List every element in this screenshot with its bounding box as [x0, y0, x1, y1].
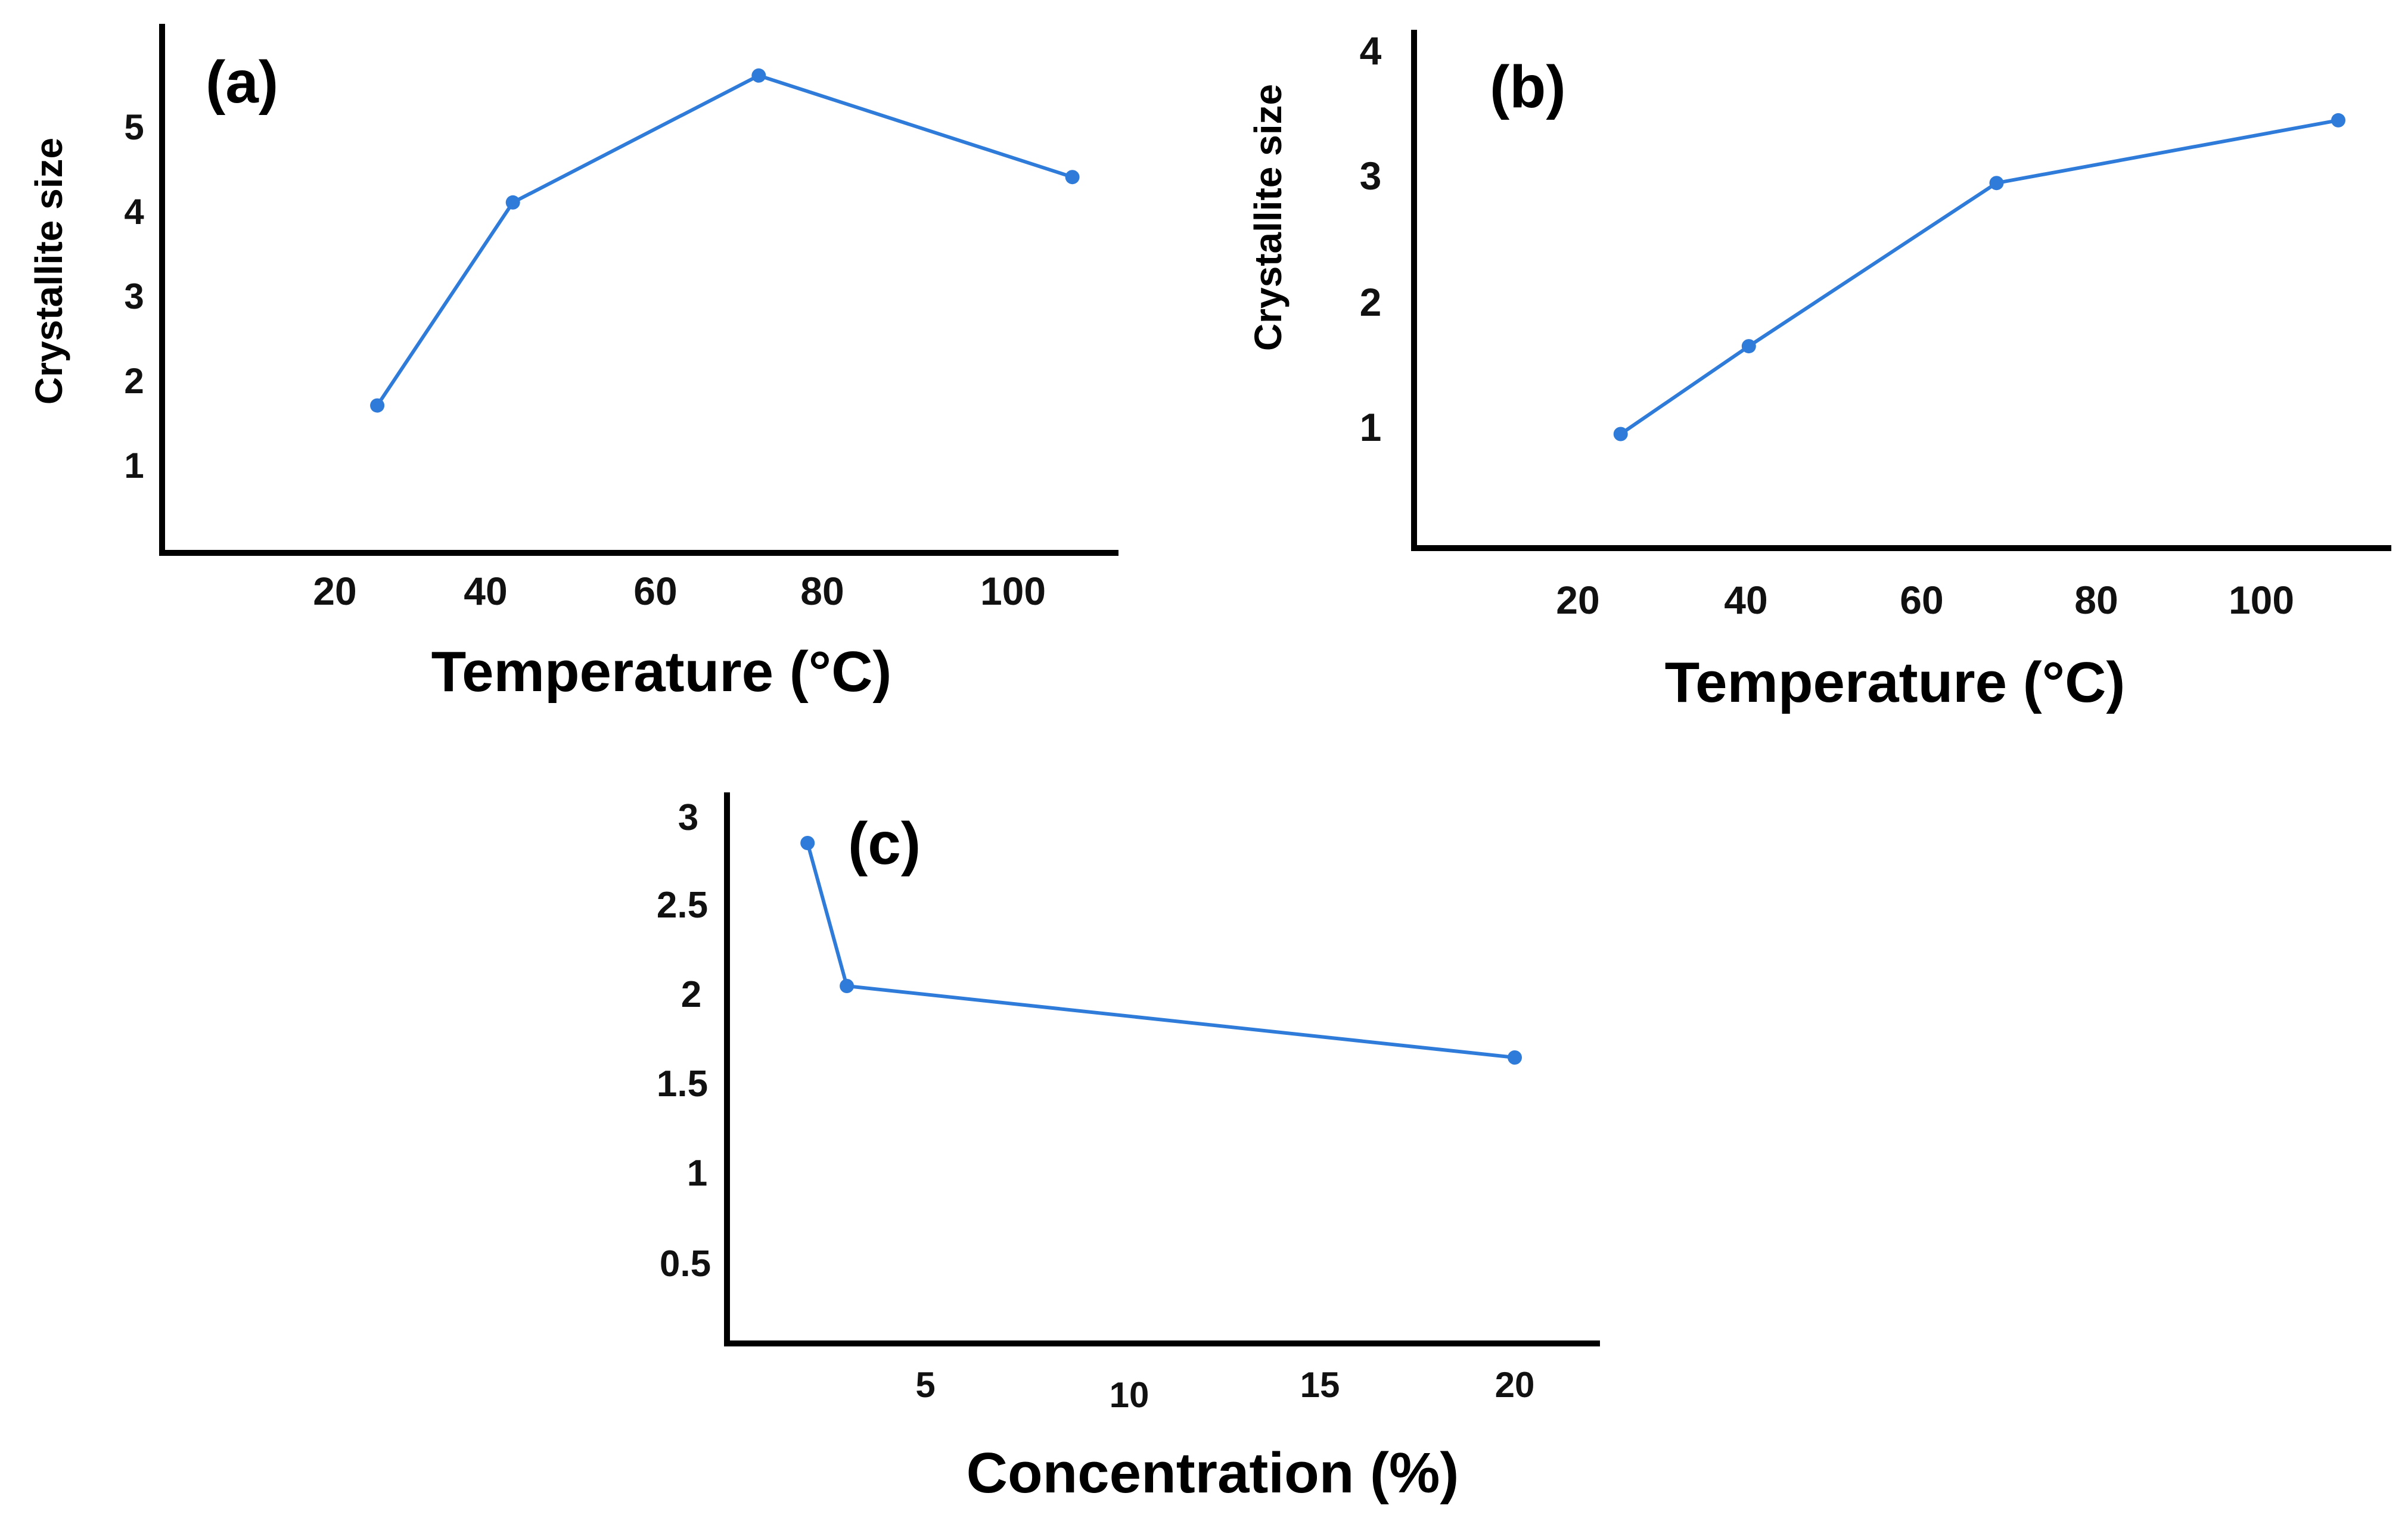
- chart-b-y-axis-label: Crystallite size: [1247, 84, 1290, 351]
- chart-c-data-point: [1508, 1050, 1522, 1065]
- chart-b-y-tick: 4: [1360, 29, 1382, 73]
- chart-c-x-tick: 20: [1495, 1365, 1535, 1405]
- chart-a-x-axis-label: Temperature (°C): [431, 640, 892, 704]
- chart-c-y-tick: 3: [678, 797, 698, 838]
- chart-b-x-tick: 20: [1556, 578, 1599, 622]
- chart-b-data-point: [1989, 176, 2004, 191]
- chart-b-y-tick: 3: [1360, 154, 1382, 198]
- chart-c-y-tick: 0.5: [660, 1243, 711, 1284]
- chart-c-x-tick: 10: [1110, 1375, 1149, 1415]
- chart-b-x-tick: 100: [2229, 578, 2294, 622]
- chart-a-y-tick: 4: [124, 192, 144, 232]
- chart-b-panel-label: (b): [1490, 54, 1566, 120]
- chart-b-data-point: [1741, 339, 1756, 354]
- chart-b-x-tick: 60: [1900, 578, 1943, 622]
- chart-c-y-tick: 2: [681, 974, 701, 1015]
- chart-c-data-point: [840, 979, 855, 993]
- chart-b-series-line: [1620, 118, 2339, 436]
- chart-c-panel-label: (c): [848, 810, 921, 877]
- chart-b-y-tick: 1: [1360, 405, 1382, 449]
- chart-a-panel-label: (a): [206, 49, 278, 116]
- chart-c-y-tick: 1: [687, 1153, 707, 1194]
- chart-b-x-axis-label: Temperature (°C): [1665, 651, 2126, 714]
- chart-a-data-point: [751, 68, 766, 83]
- chart-a-data-point: [505, 195, 520, 210]
- chart-a-y-tick: 5: [124, 107, 144, 147]
- chart-a-x-tick: 80: [800, 569, 844, 613]
- chart-a-y-axis-label: Crystallite size: [27, 138, 70, 405]
- chart-a-data-point: [370, 398, 385, 413]
- chart-b-points: [1613, 113, 2345, 441]
- chart-a: (a) Crystallite size Temperature (°C) 20…: [27, 24, 1118, 704]
- chart-a-x-tick: 40: [464, 569, 507, 613]
- chart-b-x-tick: 80: [2074, 578, 2118, 622]
- chart-c-y-tick: 2.5: [657, 885, 708, 926]
- chart-c-x-axis-label: Concentration (%): [967, 1441, 1459, 1505]
- chart-a-points: [370, 68, 1080, 413]
- chart-a-data-point: [1065, 170, 1080, 185]
- chart-c-points: [800, 836, 1522, 1065]
- chart-b-data-point: [2331, 113, 2345, 127]
- chart-a-x-tick: 20: [313, 569, 356, 613]
- chart-b-data-point: [1613, 427, 1628, 441]
- chart-c-y-tick: 1.5: [657, 1063, 708, 1105]
- chart-b-axes: [1411, 30, 2391, 551]
- chart-a-x-tick: 60: [633, 569, 677, 613]
- chart-b-y-tick: 2: [1360, 280, 1382, 324]
- chart-c-x-tick: 15: [1300, 1365, 1340, 1405]
- chart-a-axes: [159, 24, 1118, 556]
- chart-c: (c) Concentration (%) 5 10 15 20 0.5 1 1…: [657, 792, 1600, 1505]
- chart-a-x-tick: 100: [980, 569, 1046, 613]
- chart-b-x-tick: 40: [1724, 578, 1767, 622]
- chart-c-axes: [724, 792, 1600, 1346]
- chart-a-series-line: [375, 73, 1073, 407]
- chart-a-y-tick: 2: [124, 361, 144, 401]
- chart-c-data-point: [800, 836, 815, 850]
- chart-a-y-tick: 3: [124, 276, 144, 316]
- chart-b: (b) Crystallite size Temperature (°C) 20…: [1247, 29, 2391, 714]
- chart-c-x-tick: 5: [915, 1365, 935, 1405]
- chart-a-y-tick: 1: [124, 446, 144, 486]
